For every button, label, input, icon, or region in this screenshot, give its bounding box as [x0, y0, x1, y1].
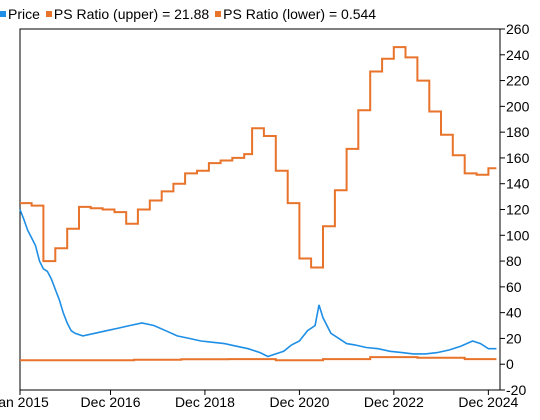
- y-tick-label: 180: [506, 124, 530, 140]
- legend-item-ps-lower: PS Ratio (lower) = 0.544: [215, 6, 376, 22]
- y-tick-label: -20: [506, 382, 526, 398]
- y-tick-label: 140: [506, 176, 530, 192]
- legend-label-price: Price: [8, 6, 40, 22]
- y-tick-label: 80: [506, 253, 522, 269]
- y-tick-label: 120: [506, 202, 530, 218]
- legend-item-price: Price: [0, 6, 40, 22]
- legend-label-ps-upper: PS Ratio (upper) = 21.88: [53, 6, 210, 22]
- y-tick-label: 100: [506, 227, 530, 243]
- y-tick-label: 200: [506, 98, 530, 114]
- chart-legend: Price PS Ratio (upper) = 21.88 PS Ratio …: [0, 5, 382, 23]
- y-tick-label: 240: [506, 47, 530, 63]
- legend-label-ps-lower: PS Ratio (lower) = 0.544: [223, 6, 377, 22]
- plot-frame: [19, 28, 501, 391]
- y-tick-label: 20: [506, 330, 522, 346]
- legend-swatch-price: [0, 11, 6, 17]
- series-line-price: [19, 209, 497, 358]
- x-tick-label: Dec 2016: [81, 394, 141, 410]
- x-axis: Jan 2015 Dec 2016 Dec 2018 Dec 2020 Dec 2022…: [0, 390, 519, 410]
- x-tick-label: Dec 2018: [175, 394, 235, 410]
- series-layer: [19, 46, 497, 362]
- legend-item-ps-upper: PS Ratio (upper) = 21.88: [45, 6, 210, 22]
- x-tick-label: Dec 2020: [269, 394, 329, 410]
- y-tick-label: 0: [506, 356, 514, 372]
- legend-swatch-ps-lower: [215, 11, 222, 17]
- x-tick-label: Dec 2024: [458, 394, 518, 410]
- x-tick-label: Dec 2022: [364, 394, 424, 410]
- x-tick-label: Jan 2015: [0, 394, 49, 410]
- y-tick-label: 220: [506, 73, 530, 89]
- legend-swatch-ps-upper: [45, 11, 52, 17]
- series-line-ps-lower: [20, 356, 497, 362]
- y-tick-label: 40: [506, 305, 522, 321]
- y-tick-label: 60: [506, 279, 522, 295]
- y-tick-label: 160: [506, 150, 530, 166]
- y-axis: -20 0 20 40 60 80 100 120 140 160 180 200 220 240 260: [500, 21, 530, 398]
- series-line-ps-upper: [20, 46, 497, 269]
- y-tick-label: 260: [506, 21, 530, 37]
